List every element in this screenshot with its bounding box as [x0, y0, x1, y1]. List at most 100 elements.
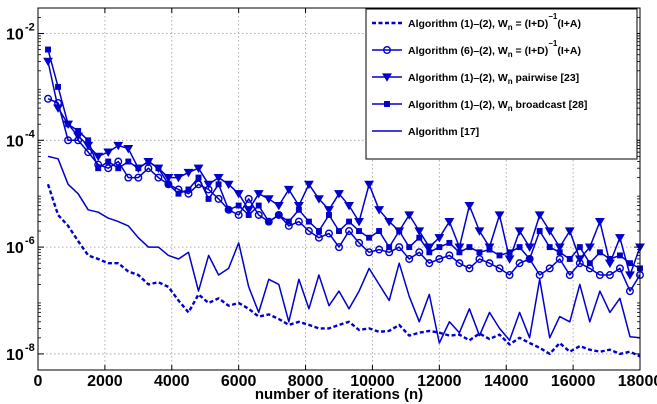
- data-point: [155, 165, 162, 172]
- legend-label-pre: Algorithm (1)–(2), W: [408, 72, 508, 84]
- legend-label-post: (I+A): [557, 18, 581, 30]
- data-point: [566, 256, 573, 262]
- data-point: [524, 243, 535, 252]
- y-tick-label: 10 -8: [6, 342, 35, 364]
- legend-marker: [382, 73, 392, 82]
- data-point: [234, 210, 243, 219]
- data-point: [426, 249, 433, 256]
- data-point: [195, 174, 202, 181]
- series-4: [45, 46, 643, 272]
- data-point: [103, 148, 114, 157]
- data-point: [64, 136, 73, 145]
- data-point: [305, 218, 312, 225]
- data-point: [134, 173, 143, 182]
- data-point: [486, 246, 493, 253]
- data-point: [304, 227, 313, 236]
- data-point: [253, 190, 264, 199]
- data-point: [224, 205, 233, 214]
- data-point: [494, 211, 505, 220]
- legend-marker: [383, 46, 392, 55]
- data-point: [334, 190, 344, 199]
- data-point: [625, 271, 635, 280]
- data-point: [456, 249, 463, 256]
- legend-box: [365, 8, 638, 160]
- legend-label-pre: Algorithm (1)–(2), W: [408, 18, 508, 30]
- data-point: [425, 259, 434, 268]
- y-tick-exponent: -6: [25, 235, 35, 247]
- data-point: [93, 152, 104, 162]
- data-point: [595, 271, 604, 280]
- data-point: [526, 256, 533, 262]
- data-point: [264, 217, 273, 226]
- legend-label-sub: n: [508, 77, 513, 86]
- data-point: [606, 256, 613, 262]
- data-point: [476, 249, 483, 256]
- legend-label: Algorithm (6)–(2), Wn​ = (I+D)−1​(I+A): [408, 39, 581, 59]
- plot-frame: [37, 7, 641, 371]
- legend-label-pre: Algorithm [17]: [408, 126, 479, 138]
- data-point: [163, 174, 174, 183]
- data-point: [436, 244, 443, 251]
- series-1: [46, 183, 641, 358]
- x-tick-label: 6000: [221, 373, 257, 390]
- data-point: [225, 206, 232, 213]
- data-point: [345, 227, 354, 236]
- x-axis-title: number of iterations (n): [255, 386, 423, 403]
- data-point: [214, 194, 223, 203]
- data-point: [564, 227, 575, 236]
- data-point: [75, 127, 82, 134]
- x-tick-label: 18000: [618, 373, 657, 390]
- legend-label-pre: Algorithm (1)–(2), W: [408, 99, 508, 111]
- x-tick-label: 12000: [417, 373, 462, 390]
- data-point: [375, 245, 384, 254]
- data-point: [105, 158, 112, 165]
- legend-label: Algorithm (1)–(2), Wn​ broadcast [28]: [408, 99, 587, 113]
- data-point: [223, 180, 234, 190]
- data-point: [303, 180, 314, 190]
- y-tick-base: 10: [6, 347, 24, 364]
- data-point: [625, 287, 634, 296]
- data-point: [335, 243, 344, 252]
- data-point: [465, 264, 474, 273]
- data-point: [55, 83, 62, 90]
- legend-label-mid: = (I+D): [513, 18, 549, 30]
- data-point: [455, 259, 464, 268]
- data-point: [154, 173, 163, 182]
- data-point: [295, 206, 302, 213]
- data-point: [314, 233, 323, 242]
- data-point: [65, 121, 72, 128]
- data-point: [274, 210, 283, 219]
- data-point: [255, 202, 262, 209]
- data-point: [265, 218, 272, 225]
- data-point: [205, 195, 212, 202]
- data-point: [336, 228, 342, 234]
- x-tick-labels: 0 2000 4000 6000 8000 10000 12000 14000 16000 180…: [34, 373, 657, 390]
- data-point: [466, 244, 473, 251]
- y-tick-label: 10 -6: [6, 235, 35, 257]
- data-point: [273, 201, 284, 211]
- data-point: [565, 271, 574, 280]
- legend-label: Algorithm (1)–(2), Wn​ = (I+D)−1​(I+A): [408, 12, 581, 32]
- y-tick-label: 10 -2: [6, 21, 35, 43]
- data-point: [395, 243, 404, 252]
- data-point: [324, 206, 334, 215]
- series-line: [47, 155, 641, 344]
- data-point: [416, 234, 423, 241]
- legend-label-sup: −1: [548, 12, 558, 21]
- data-point: [396, 228, 403, 234]
- legend-label-mid: broadcast [28]: [513, 99, 588, 111]
- legend-entry: Algorithm (1)–(2), Wn​ broadcast [28]: [372, 99, 587, 113]
- data-point: [616, 252, 623, 259]
- data-point: [314, 195, 324, 204]
- legend-label: Algorithm [17]: [408, 126, 479, 138]
- data-point: [113, 141, 124, 151]
- data-point: [365, 248, 374, 257]
- data-point: [555, 254, 564, 263]
- data-point: [183, 168, 194, 178]
- data-point: [233, 190, 244, 199]
- legend: Algorithm (1)–(2), Wn​ = (I+D)−1​(I+A)Al…: [365, 8, 638, 160]
- data-point: [193, 164, 204, 173]
- data-point: [424, 243, 435, 252]
- data-point: [374, 206, 385, 215]
- data-point: [627, 260, 633, 267]
